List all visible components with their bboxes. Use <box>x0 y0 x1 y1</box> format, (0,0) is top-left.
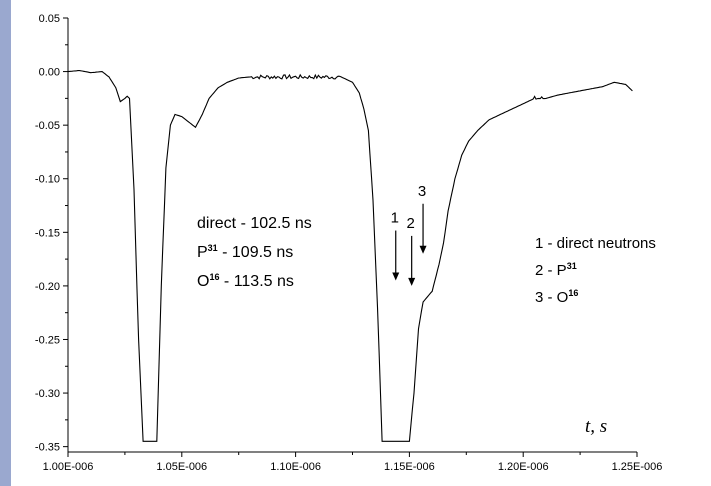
y-tick-label: 0.00 <box>39 67 60 79</box>
y-tick-label: -0.30 <box>35 388 60 400</box>
y-tick-label: -0.10 <box>35 174 60 186</box>
legend-direct-neutrons: 1 - direct neutrons <box>535 235 656 252</box>
arrow-head <box>392 272 400 281</box>
left-edge-strip <box>0 0 11 486</box>
arrow-1: 1 <box>391 210 400 281</box>
x-tick-label: 1.05E-006 <box>156 461 207 473</box>
y-tick-label: 0.05 <box>39 13 60 25</box>
y-tick-label: -0.15 <box>35 227 60 239</box>
x-tick-label: 1.15E-006 <box>384 461 435 473</box>
arrow-2: 2 <box>407 215 416 286</box>
arrow-head <box>408 277 416 286</box>
x-tick-label: 1.10E-006 <box>270 461 321 473</box>
legend-p31: 2 - P31 <box>535 261 577 279</box>
arrows: 1 23 <box>391 183 427 286</box>
y-tick-label: -0.05 <box>35 120 60 132</box>
y-tick-label: -0.35 <box>35 442 60 454</box>
legend-o16: 3 - O16 <box>535 288 578 306</box>
times-annotation: direct - 102.5 ns P31 - 109.5 ns O16 - 1… <box>197 215 312 290</box>
time-p31: P31 - 109.5 ns <box>197 243 293 261</box>
x-tick-label: 1.25E-006 <box>612 461 663 473</box>
y-tick-label: -0.20 <box>35 281 60 293</box>
peak-legend: 1 - direct neutrons 2 - P31 3 - O16 <box>535 235 656 306</box>
arrow-3: 3 <box>418 183 427 254</box>
x-axis-title: t, s <box>585 416 607 437</box>
time-direct: direct - 102.5 ns <box>197 215 312 232</box>
y-tick-label: -0.25 <box>35 334 60 346</box>
arrow-label: 2 <box>407 215 415 232</box>
ticks: 0.05 0.00 -0.05 -0.10 -0.15 -0.20 -0.25 -0.30 -0… <box>35 13 662 473</box>
x-tick-label: 1.20E-006 <box>498 461 549 473</box>
arrow-label: 1 <box>391 210 399 227</box>
x-tick-label: 1.00E-006 <box>43 461 94 473</box>
arrow-head <box>419 245 427 254</box>
time-o16: O16 - 113.5 ns <box>197 272 294 290</box>
arrow-label: 3 <box>418 183 426 200</box>
signal-series-line <box>67 69 633 442</box>
